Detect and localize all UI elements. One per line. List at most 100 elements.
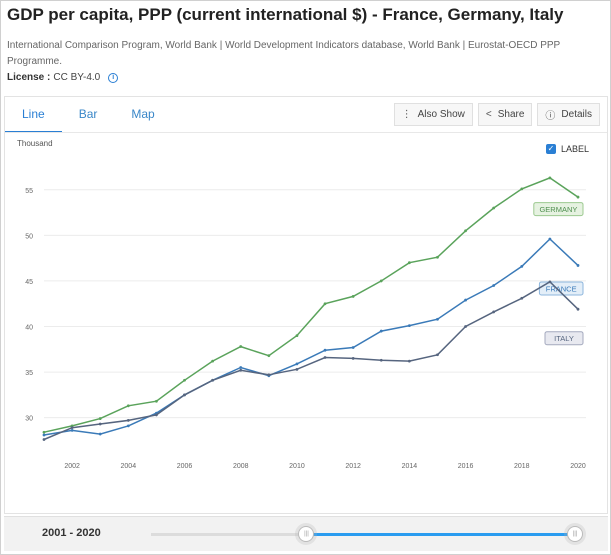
data-point-germany	[464, 229, 467, 233]
range-label: 2001 - 2020	[42, 527, 101, 539]
share-button[interactable]: < Share	[477, 103, 533, 126]
data-point-italy	[155, 413, 158, 417]
y-tick-label: 50	[25, 233, 33, 240]
series-line-italy	[43, 280, 579, 441]
info-circle-icon: ⓘ	[545, 111, 556, 122]
series-label-box-germany	[533, 202, 584, 217]
data-point-france	[42, 433, 46, 437]
time-range-bar: 2001 - 2020 ||| |||	[4, 516, 608, 551]
details-label: Details	[561, 109, 592, 120]
y-axis-label: Thousand	[17, 139, 53, 148]
also-show-label: Also Show	[417, 109, 465, 120]
data-point-italy	[436, 353, 439, 357]
data-point-france	[492, 284, 496, 287]
slider-end-handle[interactable]: |||	[567, 526, 583, 542]
license-value: CC BY-4.0	[53, 72, 101, 83]
data-point-france	[520, 264, 524, 268]
data-point-germany	[323, 302, 327, 306]
tab-bar[interactable]: Bar	[78, 107, 98, 121]
slider-fill	[306, 533, 575, 536]
series-label-france: FRANCE	[546, 284, 577, 293]
data-point-italy	[295, 367, 299, 371]
x-tick-label: 2014	[402, 463, 418, 470]
share-label: Share	[497, 109, 525, 120]
data-point-germany	[520, 187, 524, 191]
data-point-germany	[155, 399, 158, 403]
data-point-france	[548, 237, 552, 241]
x-tick-label: 2002	[64, 463, 80, 470]
data-point-italy	[351, 357, 355, 360]
data-point-france	[351, 346, 355, 349]
data-point-italy	[323, 356, 327, 359]
data-point-italy	[42, 438, 46, 441]
data-point-italy	[576, 307, 580, 311]
info-icon[interactable]: i	[108, 72, 119, 83]
data-point-france	[464, 298, 467, 302]
chart-actions: ⋮ Also Show < Share ⓘ Details	[393, 103, 600, 126]
data-point-france	[126, 424, 130, 428]
data-point-germany	[379, 279, 383, 283]
chart-panel: Line Bar Map ⋮ Also Show < Share ⓘ Detai…	[4, 96, 608, 514]
data-point-germany	[183, 378, 186, 382]
source-text: International Comparison Program, World …	[7, 40, 561, 67]
series-line-france	[43, 237, 579, 436]
data-point-germany	[267, 354, 271, 358]
tab-divider	[5, 132, 607, 133]
x-tick-label: 2020	[570, 463, 586, 470]
details-button[interactable]: ⓘ Details	[537, 103, 600, 126]
license-row: License : CC BY-4.0 i	[7, 72, 119, 83]
x-tick-label: 2012	[345, 463, 361, 470]
also-show-button[interactable]: ⋮ Also Show	[393, 103, 473, 126]
series-label-germany: GERMANY	[539, 205, 577, 214]
data-point-germany	[351, 295, 355, 298]
data-point-italy	[98, 422, 102, 426]
y-tick-label: 40	[25, 325, 33, 332]
series-label-box-italy	[544, 331, 584, 346]
data-point-france	[379, 329, 383, 333]
data-point-germany	[295, 334, 299, 338]
data-point-germany	[98, 417, 102, 420]
data-point-germany	[548, 176, 552, 180]
data-point-italy	[211, 378, 215, 382]
x-tick-label: 2010	[289, 463, 305, 470]
data-point-italy	[267, 373, 271, 377]
data-point-italy	[183, 393, 186, 397]
data-point-italy	[70, 426, 74, 430]
data-point-france	[70, 429, 74, 432]
data-point-germany	[407, 261, 411, 265]
y-tick-label: 45	[25, 279, 33, 286]
y-tick-label: 30	[25, 416, 33, 423]
x-tick-label: 2004	[121, 463, 137, 470]
license-label: License :	[7, 72, 51, 83]
data-point-france	[407, 324, 411, 327]
series-line-germany	[43, 177, 579, 433]
data-point-france	[295, 362, 299, 366]
label-toggle-text: LABEL	[561, 144, 590, 154]
x-tick-label: 2018	[514, 463, 530, 470]
data-point-germany	[126, 404, 130, 408]
data-point-italy	[407, 359, 411, 363]
data-point-france	[98, 432, 102, 436]
page-title: GDP per capita, PPP (current internation…	[7, 5, 564, 24]
data-point-france	[323, 348, 327, 352]
series-label-italy: ITALY	[554, 334, 574, 343]
data-point-germany	[211, 359, 215, 363]
more-vertical-icon: ⋮	[401, 109, 412, 120]
data-point-france	[576, 264, 580, 267]
data-point-germany	[239, 345, 243, 348]
data-point-italy	[492, 310, 496, 314]
data-point-italy	[520, 296, 524, 300]
data-point-italy	[379, 358, 383, 362]
line-chart: Thousand 30 35 40 45 50 55 2002 2004 2006 2008 2010…	[17, 139, 586, 470]
label-toggle[interactable]: ✓ LABEL	[546, 144, 589, 154]
label-checkbox-icon[interactable]: ✓	[546, 144, 556, 154]
data-point-germany	[436, 255, 439, 259]
tab-map[interactable]: Map	[131, 107, 155, 121]
x-tick-label: 2016	[458, 463, 474, 470]
data-point-germany	[576, 195, 580, 199]
data-point-france	[436, 317, 439, 321]
slider-start-handle[interactable]: |||	[298, 526, 315, 542]
y-tick-label: 35	[25, 370, 33, 377]
share-icon: <	[485, 109, 492, 120]
data-point-italy	[464, 325, 467, 328]
